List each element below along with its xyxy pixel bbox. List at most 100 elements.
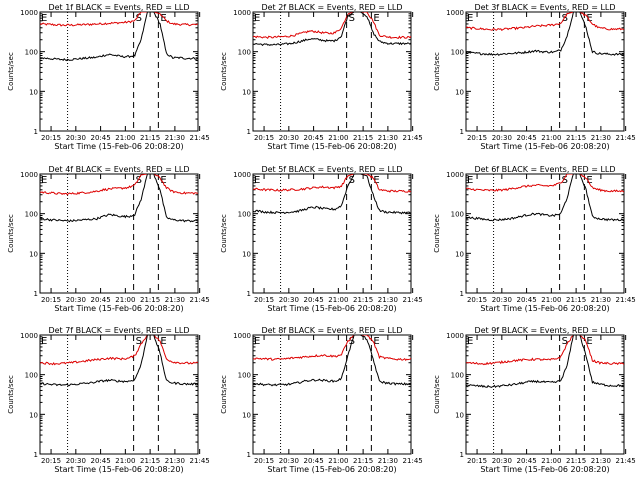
y-tick-label: 1 — [247, 128, 251, 136]
y-tick-label: 100 — [25, 49, 38, 57]
x-tick-label: 21:00 — [541, 457, 561, 465]
x-tick-label: 20:15 — [467, 296, 487, 304]
x-tick-label: 20:45 — [303, 457, 323, 465]
x-tick-label: 20:15 — [467, 134, 487, 142]
edge-marker-label: E — [467, 336, 473, 347]
panel-det-5: Det 5f BLACK = Events, RED = LLD Counts/s… — [220, 165, 423, 313]
y-tick-label: 1 — [34, 290, 38, 298]
start-marker-label: S — [562, 175, 568, 186]
x-tick-label: 20:30 — [492, 457, 512, 465]
y-ticks: 1 10 100 1000 — [20, 9, 198, 136]
x-tick-label: 21:45 — [403, 296, 423, 304]
x-tick-label: 21:30 — [378, 457, 398, 465]
edge-marker-label: E — [254, 336, 260, 347]
panel-title: Det 5f BLACK = Events, RED = LLD — [261, 165, 402, 174]
x-axis-label: Start Time (15-Feb-06 20:08:20) — [480, 465, 609, 474]
series-line-events — [253, 12, 411, 47]
end-marker-label: E — [586, 13, 592, 24]
x-tick-label: 21:00 — [328, 457, 348, 465]
y-tick-label: 10 — [242, 411, 251, 419]
y-ticks: 1 10 100 1000 — [446, 171, 624, 298]
panel-det-3: Det 3f BLACK = Events, RED = LLD Counts/s… — [433, 3, 636, 151]
x-ticks: 20:15 20:30 20:45 21:00 21:15 21:30 21:45 — [41, 335, 210, 465]
x-tick-label: 21:15 — [566, 134, 586, 142]
plot-frame — [39, 11, 199, 132]
x-tick-label: 21:00 — [328, 134, 348, 142]
edge-marker-label: E — [41, 13, 47, 24]
series-line-lld — [466, 174, 624, 193]
series-line-lld — [40, 174, 198, 196]
x-tick-label: 21:30 — [378, 134, 398, 142]
x-tick-label: 21:45 — [403, 134, 423, 142]
y-tick-label: 10 — [242, 88, 251, 96]
y-ticks: 1 10 100 1000 — [233, 332, 411, 459]
x-tick-label: 20:45 — [90, 296, 110, 304]
y-tick-label: 1000 — [446, 9, 464, 17]
x-tick-label: 20:15 — [254, 134, 274, 142]
edge-marker-label: E — [254, 13, 260, 24]
panel-det-8: Det 8f BLACK = Events, RED = LLD Counts/s… — [220, 326, 423, 474]
x-ticks: 20:15 20:30 20:45 21:00 21:15 21:30 21:45 — [254, 12, 423, 142]
edge-marker-label: E — [254, 175, 260, 186]
y-tick-label: 1000 — [233, 171, 251, 179]
x-ticks: 20:15 20:30 20:45 21:00 21:15 21:30 21:45 — [254, 174, 423, 304]
start-marker-label: S — [136, 336, 142, 347]
x-tick-label: 21:30 — [591, 296, 611, 304]
panel-det-6: Det 6f BLACK = Events, RED = LLD Counts/s… — [433, 165, 636, 313]
y-tick-label: 1000 — [233, 9, 251, 17]
y-tick-label: 100 — [238, 372, 251, 380]
x-tick-label: 20:30 — [66, 457, 86, 465]
plot-frame — [39, 173, 199, 294]
x-tick-label: 20:15 — [41, 296, 61, 304]
y-axis-label: Counts/sec — [220, 52, 228, 91]
x-tick-label: 20:45 — [516, 296, 536, 304]
y-tick-label: 100 — [25, 211, 38, 219]
edge-marker-label: E — [41, 175, 47, 186]
x-tick-label: 21:00 — [115, 296, 135, 304]
y-tick-label: 10 — [455, 411, 464, 419]
y-tick-label: 1 — [34, 128, 38, 136]
x-tick-label: 20:45 — [516, 457, 536, 465]
panel-title: Det 3f BLACK = Events, RED = LLD — [474, 3, 615, 12]
x-tick-label: 21:00 — [115, 457, 135, 465]
x-ticks: 20:15 20:30 20:45 21:00 21:15 21:30 21:45 — [467, 12, 636, 142]
series-line-lld — [253, 174, 411, 193]
x-ticks: 20:15 20:30 20:45 21:00 21:15 21:30 21:45 — [254, 335, 423, 465]
series-line-lld — [253, 12, 411, 40]
end-marker-label: E — [586, 175, 592, 186]
plot-frame — [465, 334, 625, 455]
y-tick-label: 100 — [451, 211, 464, 219]
y-ticks: 1 10 100 1000 — [20, 332, 198, 459]
series-line-events — [253, 335, 411, 387]
x-ticks: 20:15 20:30 20:45 21:00 21:15 21:30 21:45 — [467, 174, 636, 304]
x-tick-label: 20:15 — [467, 457, 487, 465]
y-ticks: 1 10 100 1000 — [233, 171, 411, 298]
x-tick-label: 21:45 — [190, 457, 210, 465]
series-line-events — [40, 335, 198, 387]
x-tick-label: 20:30 — [492, 134, 512, 142]
y-tick-label: 10 — [455, 250, 464, 258]
start-marker-label: S — [349, 13, 355, 24]
y-axis-label: Counts/sec — [433, 375, 441, 414]
x-tick-label: 21:30 — [591, 134, 611, 142]
y-tick-label: 100 — [238, 49, 251, 57]
start-marker-label: S — [562, 336, 568, 347]
x-tick-label: 21:30 — [165, 134, 185, 142]
panel-title: Det 2f BLACK = Events, RED = LLD — [261, 3, 402, 12]
x-tick-label: 20:30 — [492, 296, 512, 304]
x-tick-label: 20:15 — [41, 457, 61, 465]
x-tick-label: 20:30 — [279, 134, 299, 142]
x-tick-label: 21:00 — [541, 296, 561, 304]
series-line-lld — [253, 335, 411, 361]
x-tick-label: 21:15 — [566, 296, 586, 304]
edge-marker-label: E — [41, 336, 47, 347]
series-line-events — [466, 335, 624, 388]
x-tick-label: 21:45 — [616, 134, 636, 142]
plot-frame — [465, 173, 625, 294]
x-tick-label: 20:45 — [90, 457, 110, 465]
panel-det-4: Det 4f BLACK = Events, RED = LLD Counts/s… — [7, 165, 210, 313]
y-tick-label: 10 — [29, 411, 38, 419]
panel-title: Det 4f BLACK = Events, RED = LLD — [48, 165, 189, 174]
x-tick-label: 20:30 — [279, 296, 299, 304]
x-ticks: 20:15 20:30 20:45 21:00 21:15 21:30 21:45 — [41, 174, 210, 304]
